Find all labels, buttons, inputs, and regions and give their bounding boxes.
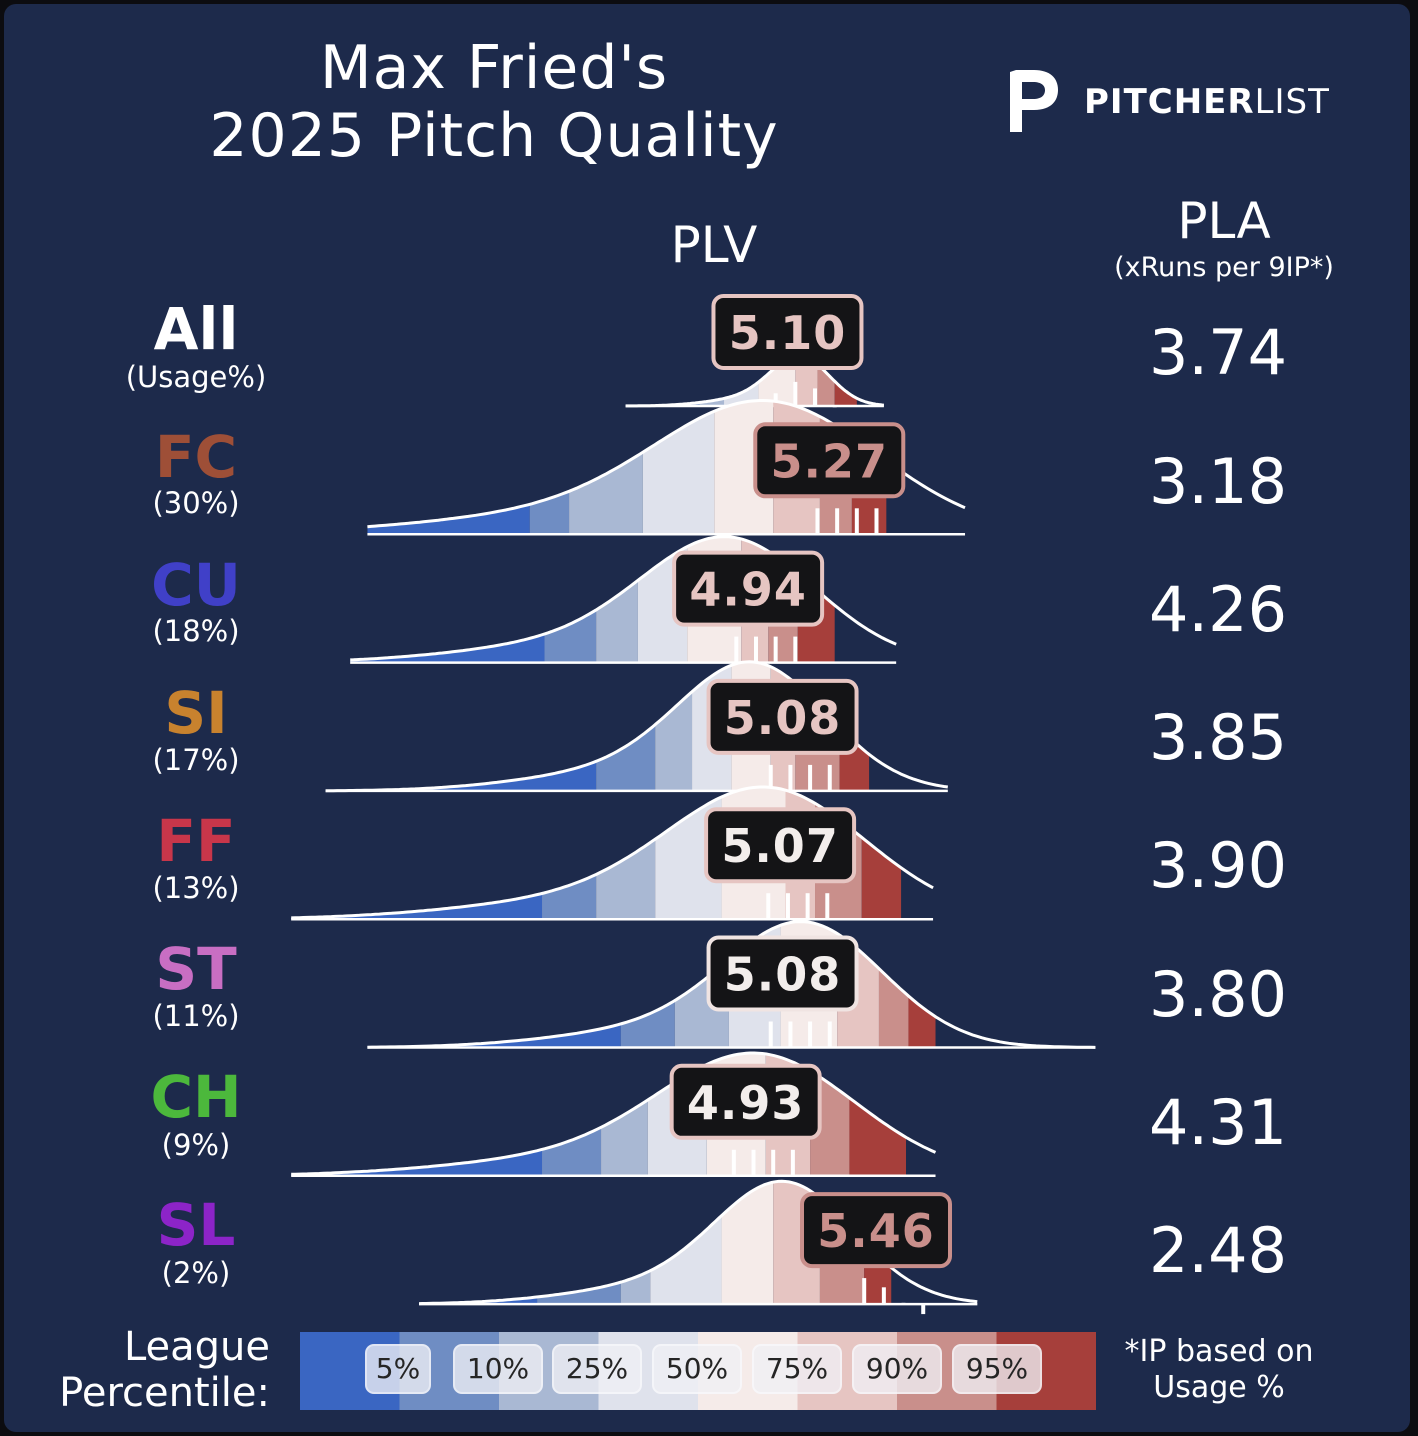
plv-value-label-FC: 5.27 [771, 434, 889, 488]
pitch-label-si: SI [164, 679, 228, 747]
legend-chip-5: 5% [365, 1344, 431, 1394]
pitch-label-ff: FF [156, 807, 236, 875]
pla-value-cu: 4.26 [1148, 573, 1288, 646]
pitch-label-all: All [153, 295, 239, 363]
plv-value-box-ST [706, 935, 859, 1012]
pitch-label-cu: CU [151, 551, 241, 619]
brand-bold: PITCHER [1084, 82, 1255, 122]
pla-column-subheader: (xRuns per 9IP*) [1114, 252, 1334, 283]
legend-footnote-line-2: Usage % [1153, 1370, 1285, 1405]
brand-light: LIST [1254, 82, 1330, 122]
pitch-usage-all: (Usage%) [125, 360, 267, 394]
band-All-0 [625, 355, 683, 406]
pitch-usage-sl: (2%) [161, 1256, 231, 1290]
plv-column-header: PLV [670, 216, 758, 274]
pitch-label-sl: SL [156, 1191, 236, 1259]
pitch-usage-cu: (18%) [152, 614, 240, 648]
legend-chip-25: 25% [552, 1344, 642, 1394]
plv-value-label-SL: 5.46 [817, 1204, 935, 1258]
pitch-usage-ch: (9%) [161, 1128, 231, 1162]
pitch-label-ch: CH [150, 1063, 242, 1131]
plv-value-label-All: 5.10 [729, 306, 847, 360]
plv-value-box-SI [706, 678, 859, 755]
pla-value-sl: 2.48 [1148, 1214, 1288, 1287]
plv-value-box-All [711, 294, 864, 370]
plv-value-label-CH: 4.93 [687, 1076, 805, 1130]
pla-value-all: 3.74 [1148, 316, 1288, 389]
pitch-usage-st: (11%) [152, 999, 240, 1033]
ridge-outline-CH [291, 1051, 937, 1176]
legend-title-line-2: Percentile: [59, 1370, 270, 1416]
pitch-label-fc: FC [154, 423, 238, 491]
plv-value-box-FF [704, 807, 857, 884]
pla-value-ff: 3.90 [1148, 829, 1288, 902]
band-FC-1 [529, 400, 570, 535]
plv-value-box-CH [669, 1063, 822, 1140]
band-All-1 [682, 355, 700, 406]
legend-chip-50: 50% [652, 1344, 742, 1394]
plv-value-label-SI: 5.08 [724, 691, 842, 745]
legend-title: League Percentile: [34, 1324, 270, 1416]
pla-column-header: PLA [1177, 192, 1271, 250]
legend-chip-10: 10% [453, 1344, 543, 1394]
plv-value-box-CU [672, 550, 825, 627]
pitch-label-st: ST [155, 935, 237, 1003]
chart-panel: Max Fried's 2025 Pitch Quality PITCHERLI… [4, 4, 1410, 1432]
legend-chip-95: 95% [952, 1344, 1042, 1394]
legend-title-line-1: League [123, 1324, 270, 1370]
legend-footnote: *IP based on Usage % [1104, 1334, 1334, 1406]
band-FC-0 [367, 400, 530, 535]
brand-wordmark: PITCHERLIST [1084, 82, 1330, 122]
pitch-usage-ff: (13%) [152, 871, 240, 905]
plv-value-box-FC [753, 422, 906, 499]
title-line-2: 2025 Pitch Quality [209, 101, 779, 171]
pla-value-st: 3.80 [1148, 958, 1288, 1031]
ridgeline-plot: 5.10 5.27 4.94 5.08 5.07 5.08 4.93 5.46 [291, 294, 1096, 1315]
plv-value-label-ST: 5.08 [724, 948, 842, 1002]
pitch-usage-fc: (30%) [152, 486, 240, 520]
pitch-usage-si: (17%) [152, 743, 240, 777]
plv-value-label-CU: 4.94 [689, 563, 807, 617]
pitcherlist-logo-icon [1010, 70, 1058, 132]
legend-chip-75: 75% [752, 1344, 842, 1394]
pla-value-fc: 3.18 [1148, 445, 1288, 518]
legend-chip-90: 90% [852, 1344, 942, 1394]
chart-title: Max Fried's 2025 Pitch Quality [164, 34, 824, 170]
legend-footnote-line-1: *IP based on [1124, 1334, 1314, 1369]
pla-value-ch: 4.31 [1148, 1086, 1288, 1159]
plv-value-box-SL [800, 1192, 953, 1269]
title-line-1: Max Fried's [319, 33, 669, 103]
pla-value-si: 3.85 [1148, 701, 1288, 774]
plv-value-label-FF: 5.07 [721, 819, 839, 873]
